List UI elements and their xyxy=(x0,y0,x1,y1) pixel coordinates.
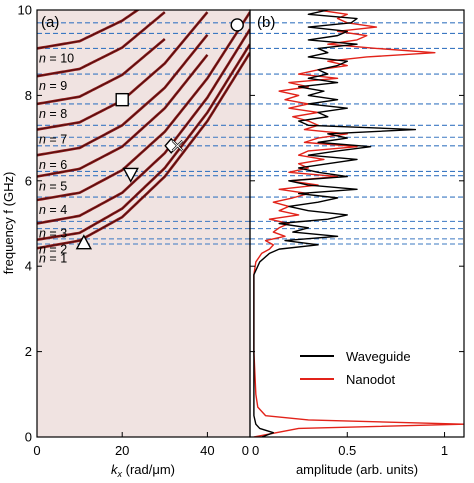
panel-a-x-axis-label: kx (rad/μm) xyxy=(111,462,175,479)
x-unit: (rad/μm) xyxy=(122,462,175,477)
x-tick-label-a-3: 0 xyxy=(242,443,249,458)
x-tick-label-b-0: 0 xyxy=(252,443,259,458)
panel-a-label: (a) xyxy=(41,14,59,31)
dispersion-curve-core-n2 xyxy=(37,43,250,241)
marker-triangle-up xyxy=(75,234,93,250)
dispersion-curve-core-n1 xyxy=(37,52,250,249)
mode-label-n1: n = 1 xyxy=(39,251,67,265)
x-var-subscript: x xyxy=(117,469,123,479)
legend-nanodot-label: Nanodot xyxy=(346,372,396,387)
marker-triangle-down xyxy=(122,167,139,183)
y-tick-label-1: 2 xyxy=(25,344,32,359)
y-tick-label-0: 0 xyxy=(25,430,32,445)
y-tick-label-2: 4 xyxy=(25,259,32,274)
dispersion-curve-core-n10 xyxy=(37,10,139,49)
x-tick-label-a-1: 20 xyxy=(115,443,129,458)
x-var: k xyxy=(111,462,119,477)
mode-label-n7: n = 7 xyxy=(39,133,67,147)
dispersion-curve-core-n8 xyxy=(37,38,166,105)
marker-x xyxy=(172,140,183,152)
mode-label-n4: n = 4 xyxy=(39,203,67,217)
y-tick-label-4: 8 xyxy=(25,88,32,103)
mode-markers xyxy=(75,18,244,250)
panel-b-frame xyxy=(249,9,465,438)
spectra-lines xyxy=(253,10,464,437)
y-tick-label-5: 10 xyxy=(18,3,32,18)
mode-label-n8: n = 8 xyxy=(39,107,67,121)
mode-label-n10: n = 10 xyxy=(39,51,74,65)
mode-label-n2: n = 2 xyxy=(39,243,67,257)
dispersion-curve-core-n4 xyxy=(37,11,250,201)
dispersion-curve-core-n6 xyxy=(37,34,208,156)
panel-b-dashed-lines xyxy=(250,22,464,245)
mode-label-n3: n = 3 xyxy=(39,227,67,241)
mode-label-n9: n = 9 xyxy=(39,79,67,93)
dispersion-curve-core-n3 xyxy=(37,28,250,224)
panel-b-x-axis-label: amplitude (arb. units) xyxy=(296,462,418,477)
dispersion-curve-core-n9 xyxy=(37,11,166,77)
spectrum-nanodot xyxy=(253,10,464,437)
spectrum-waveguide xyxy=(253,10,417,437)
dispersion-curve-core-n5 xyxy=(37,54,208,177)
x-tick-label-a-0: 0 xyxy=(33,443,40,458)
y-axis-label: frequency f (GHz) xyxy=(1,172,16,275)
mode-labels: n = 1n = 2 n = 3 n = 4 n = 5 n = 6 n = 7 n = 8… xyxy=(39,51,74,265)
x-tick-label-b-1: 0.5 xyxy=(338,443,356,458)
mode-label-n6: n = 6 xyxy=(39,158,67,172)
legend-waveguide-label: Waveguide xyxy=(346,349,411,364)
panel-b-label: (b) xyxy=(257,14,275,31)
marker-square xyxy=(115,92,129,107)
y-tick-label-3: 6 xyxy=(25,173,32,188)
mode-label-n5: n = 5 xyxy=(39,180,67,194)
legend: Waveguide Nanodot xyxy=(300,349,411,387)
x-tick-label-a-2: 40 xyxy=(200,443,214,458)
marker-circle xyxy=(230,18,244,32)
x-tick-label-b-2: 1 xyxy=(441,443,448,458)
